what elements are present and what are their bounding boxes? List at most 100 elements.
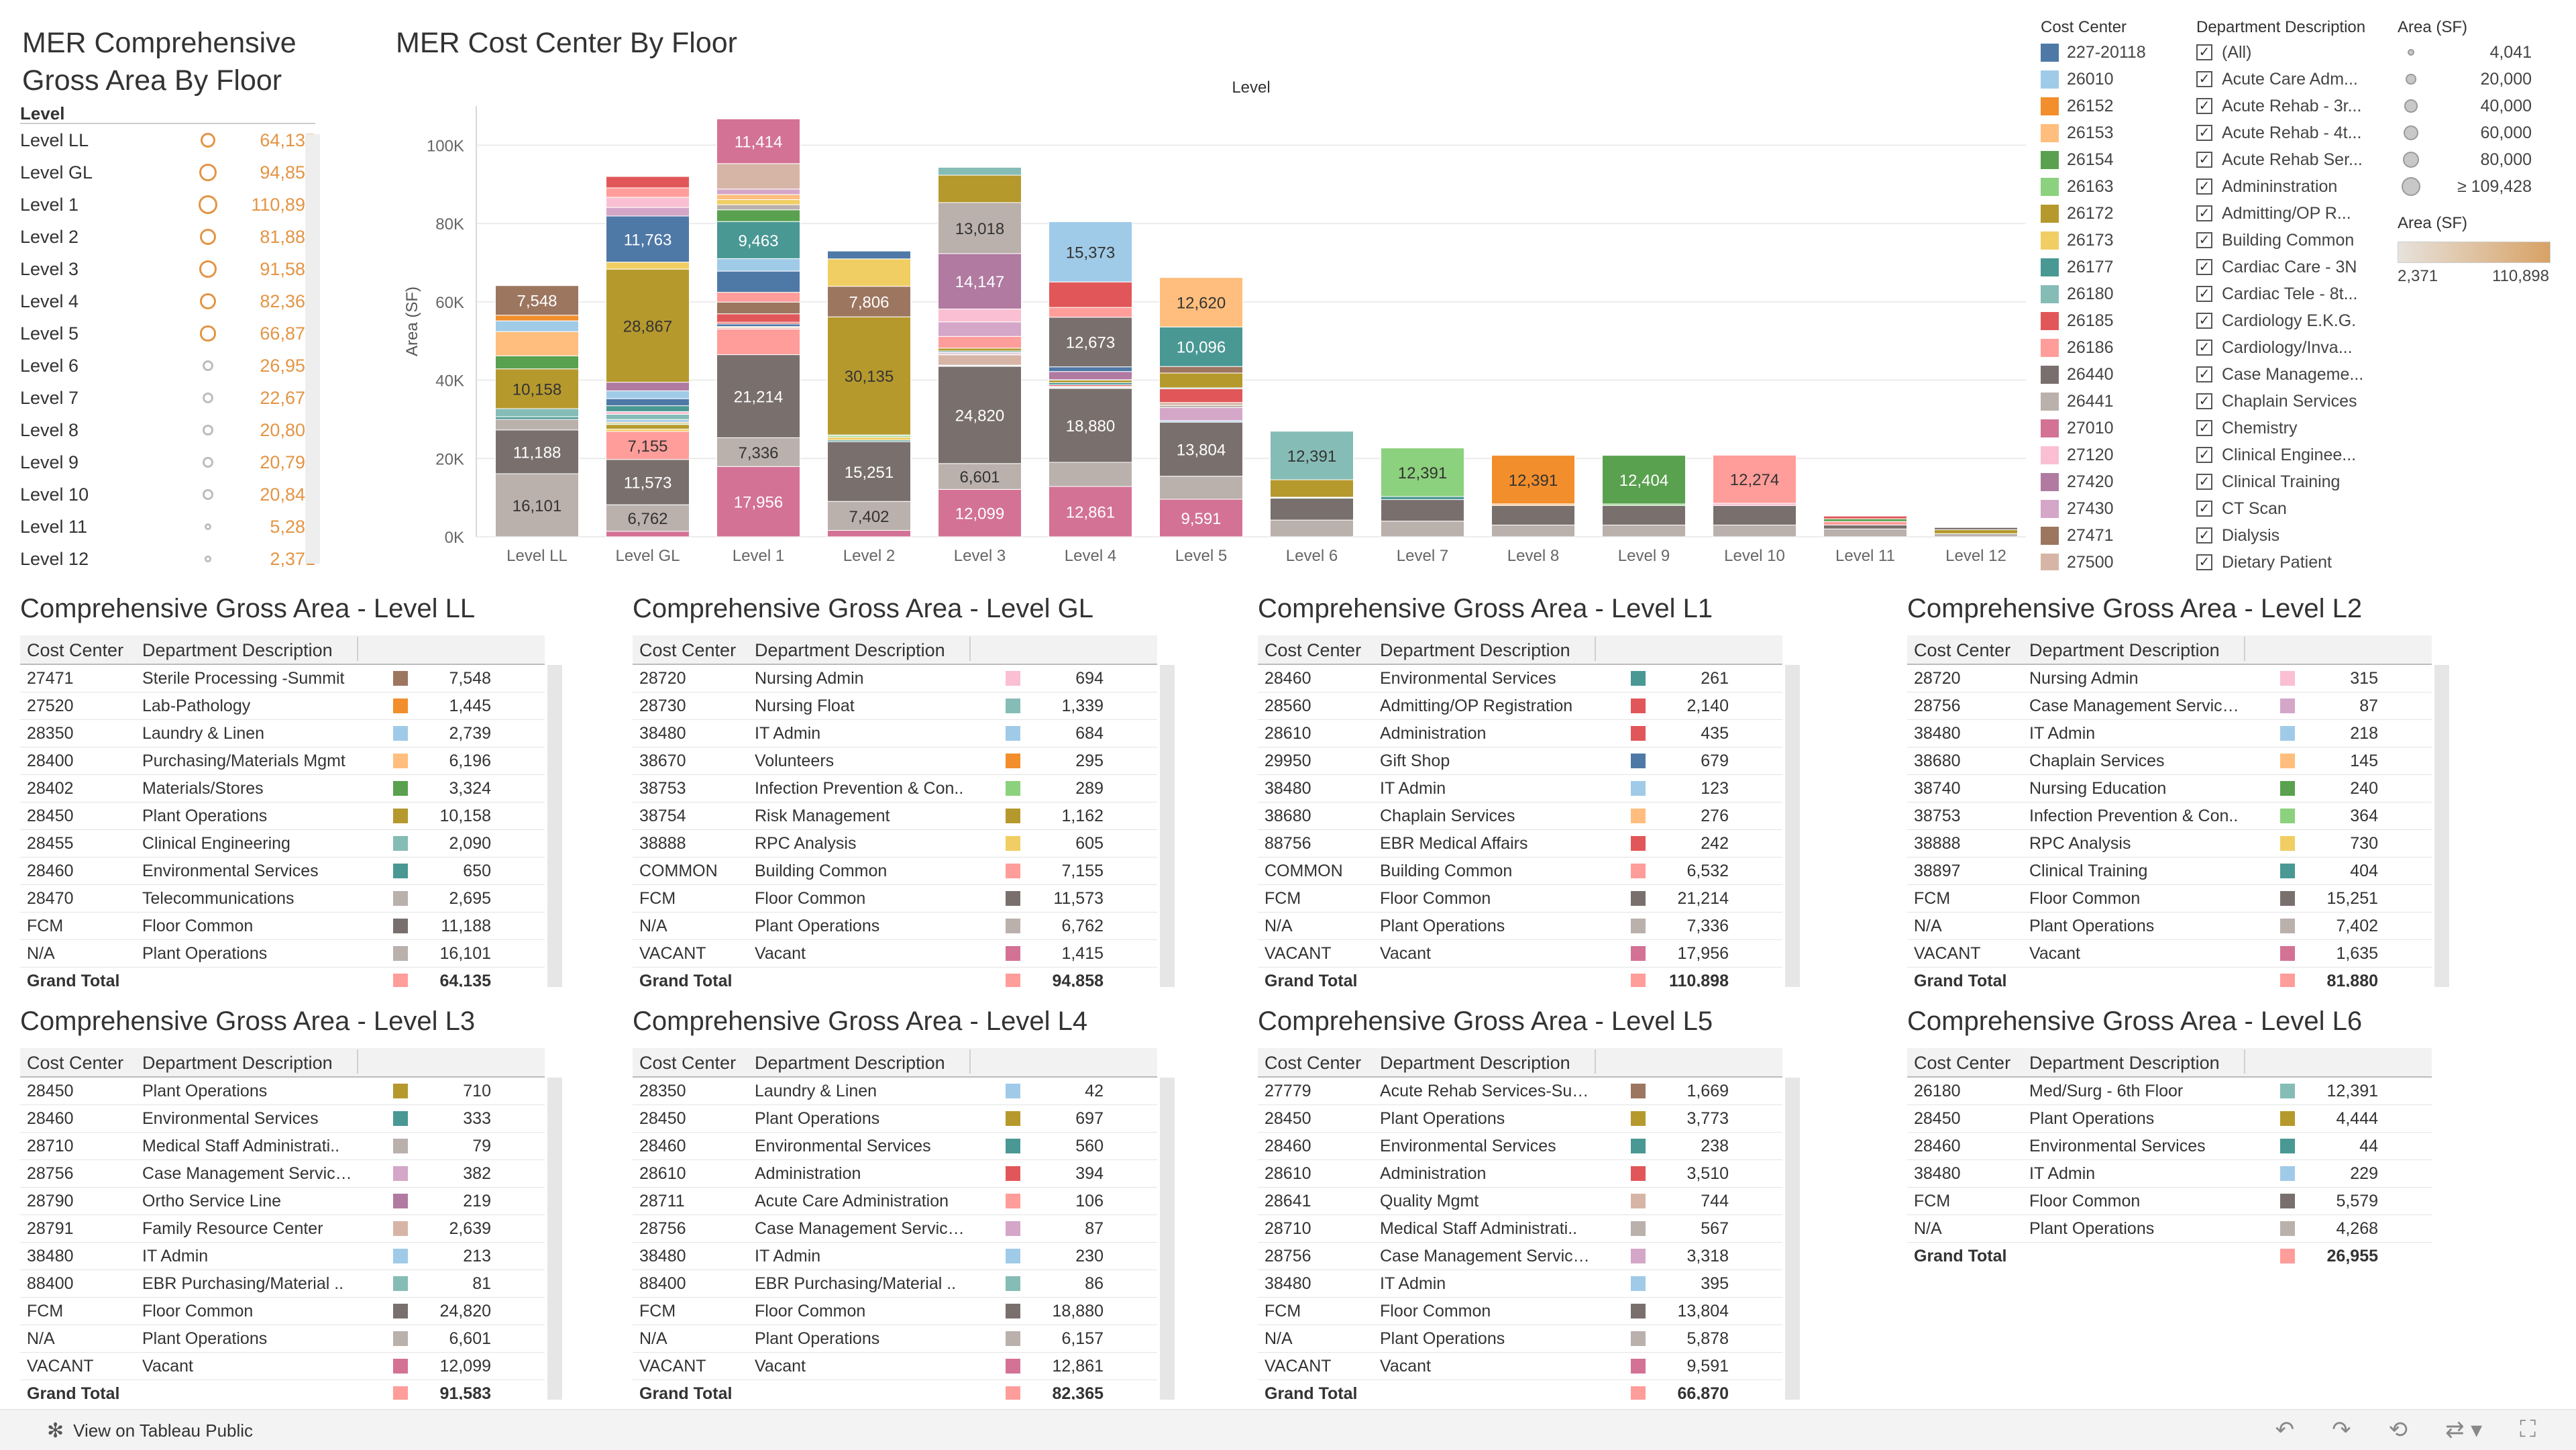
table-row[interactable]: N/A Plant Operations 7,402 <box>1907 913 2432 940</box>
table-row[interactable]: FCM Floor Common 5,579 <box>1907 1188 2432 1215</box>
bar-segment[interactable] <box>716 118 800 164</box>
cost-center-legend-item[interactable]: 26172 <box>2041 200 2175 227</box>
bar-segment[interactable] <box>1381 448 1464 497</box>
bar-segment[interactable] <box>495 355 579 370</box>
department-filter-item[interactable]: ✓ Clinical Training <box>2196 468 2391 495</box>
bar-segment[interactable] <box>1934 533 2018 537</box>
bar-segment[interactable] <box>606 197 690 208</box>
bar-segment[interactable] <box>606 424 690 429</box>
department-filter-item[interactable]: ✓ Admitting/OP R... <box>2196 200 2391 227</box>
table-row[interactable]: VACANT Vacant 9,591 <box>1258 1353 1782 1380</box>
bar-segment[interactable] <box>827 316 911 435</box>
table-row[interactable]: 38888 RPC Analysis 605 <box>633 830 1157 858</box>
fullscreen-icon[interactable]: ⛶ <box>2520 1416 2536 1442</box>
bar-segment[interactable] <box>1823 528 1907 537</box>
bar-segment[interactable] <box>1270 431 1354 480</box>
department-filter-item[interactable]: ✓ Building Common <box>2196 227 2391 254</box>
bar-segment[interactable] <box>606 504 690 532</box>
bar-segment[interactable] <box>938 366 1022 464</box>
bar-segment[interactable] <box>495 331 579 356</box>
bar-segment[interactable] <box>1823 524 1907 529</box>
table-row[interactable]: VACANT Vacant 1,415 <box>633 940 1157 968</box>
table-scrollbar[interactable] <box>1785 665 1800 987</box>
checkbox-checked-icon[interactable]: ✓ <box>2196 527 2212 543</box>
checkbox-checked-icon[interactable]: ✓ <box>2196 178 2212 195</box>
cost-center-legend-item[interactable]: 27471 <box>2041 522 2175 549</box>
table-row[interactable]: 28710 Medical Staff Administrati.. 567 <box>1258 1215 1782 1243</box>
level-row[interactable]: Level 5 66,870 <box>20 317 321 350</box>
department-filter-item[interactable]: ✓ Dietary Patient <box>2196 549 2391 570</box>
table-row[interactable]: FCM Floor Common 13,804 <box>1258 1298 1782 1325</box>
bar-segment[interactable] <box>827 250 911 260</box>
bar-segment[interactable] <box>606 268 690 383</box>
bar-segment[interactable] <box>1823 515 1907 519</box>
department-filter-item[interactable]: ✓ Cardiology/Inva... <box>2196 334 2391 361</box>
cost-center-legend-item[interactable]: 27010 <box>2041 415 2175 442</box>
bar-segment[interactable] <box>716 354 800 438</box>
bar-segment[interactable] <box>716 163 800 190</box>
undo-icon[interactable]: ↶ <box>2275 1417 2295 1443</box>
department-filter-item[interactable]: ✓ Cardiology E.K.G. <box>2196 307 2391 334</box>
share-icon[interactable]: ⇄ ▾ <box>2445 1417 2483 1443</box>
table-row[interactable]: 38480 IT Admin 229 <box>1907 1160 2432 1188</box>
table-row[interactable]: 28710 Medical Staff Administrati.. 79 <box>20 1133 545 1160</box>
department-filter-item[interactable]: ✓ Acute Care Adm... <box>2196 66 2391 93</box>
cost-center-legend-item[interactable]: 26173 <box>2041 227 2175 254</box>
bar-segment[interactable] <box>1602 455 1686 505</box>
department-filter-item[interactable]: ✓ Chaplain Services <box>2196 388 2391 415</box>
checkbox-checked-icon[interactable]: ✓ <box>2196 393 2212 409</box>
bar-segment[interactable] <box>495 408 579 417</box>
checkbox-checked-icon[interactable]: ✓ <box>2196 125 2212 141</box>
department-filter-item[interactable]: ✓ Clinical Enginee... <box>2196 442 2391 468</box>
checkbox-checked-icon[interactable]: ✓ <box>2196 205 2212 221</box>
bar-segment[interactable] <box>938 253 1022 309</box>
bar-segment[interactable] <box>1159 366 1243 374</box>
bar-segment[interactable] <box>606 419 690 423</box>
table-row[interactable]: 28460 Environmental Services 333 <box>20 1105 545 1133</box>
cost-center-legend-item[interactable]: 26163 <box>2041 173 2175 200</box>
table-row[interactable]: 27520 Lab-Pathology 1,445 <box>20 692 545 720</box>
checkbox-checked-icon[interactable]: ✓ <box>2196 501 2212 517</box>
table-row[interactable]: 28470 Telecommunications 2,695 <box>20 885 545 913</box>
bar-segment[interactable] <box>606 187 690 198</box>
table-row[interactable]: 28756 Case Management Services 382 <box>20 1160 545 1188</box>
checkbox-checked-icon[interactable]: ✓ <box>2196 474 2212 490</box>
table-row[interactable]: 38753 Infection Prevention & Con.. 289 <box>633 775 1157 802</box>
bar-segment[interactable] <box>827 286 911 317</box>
level-row[interactable]: Level 7 22,674 <box>20 382 321 414</box>
table-row[interactable]: N/A Plant Operations 6,157 <box>633 1325 1157 1353</box>
bar-segment[interactable] <box>716 194 800 201</box>
cost-center-legend-item[interactable]: 27420 <box>2041 468 2175 495</box>
department-filter-item[interactable]: ✓ Admininstration <box>2196 173 2391 200</box>
bar-segment[interactable] <box>716 466 800 537</box>
bar-segment[interactable] <box>938 174 1022 203</box>
bar-segment[interactable] <box>606 390 690 399</box>
level-row[interactable]: Level 6 26,955 <box>20 350 321 382</box>
table-row[interactable]: 28350 Laundry & Linen 2,739 <box>20 720 545 747</box>
bar-segment[interactable] <box>716 301 800 315</box>
bar-segment[interactable] <box>1934 529 2018 534</box>
column-header-department[interactable]: Department Description <box>142 640 333 660</box>
checkbox-checked-icon[interactable]: ✓ <box>2196 44 2212 60</box>
table-row[interactable]: 28402 Materials/Stores 3,324 <box>20 775 545 802</box>
bar-segment[interactable] <box>606 459 690 505</box>
cost-center-legend-item[interactable]: 27500 <box>2041 549 2175 570</box>
department-filter-item[interactable]: ✓ Dialysis <box>2196 522 2391 549</box>
bar-segment[interactable] <box>606 382 690 391</box>
bar-segment[interactable] <box>1159 402 1243 406</box>
level-row[interactable]: Level 11 5,286 <box>20 511 321 543</box>
bar-segment[interactable] <box>1602 505 1686 525</box>
department-filter-item[interactable]: ✓ Cardiac Tele - 8t... <box>2196 280 2391 307</box>
table-row[interactable]: 28756 Case Management Services 87 <box>1907 692 2432 720</box>
table-row[interactable]: 38754 Risk Management 1,162 <box>633 802 1157 830</box>
bar-segment[interactable] <box>1159 421 1243 477</box>
table-row[interactable]: 38740 Nursing Education 240 <box>1907 775 2432 802</box>
bar-segment[interactable] <box>1049 221 1132 282</box>
bar-segment[interactable] <box>495 368 579 409</box>
table-row[interactable]: 38480 IT Admin 395 <box>1258 1270 1782 1298</box>
bar-segment[interactable] <box>1049 366 1132 372</box>
bar-segment[interactable] <box>938 488 1022 537</box>
bar-segment[interactable] <box>716 270 800 293</box>
table-row[interactable]: VACANT Vacant 1,635 <box>1907 940 2432 968</box>
level-row[interactable]: Level 8 20,802 <box>20 414 321 446</box>
